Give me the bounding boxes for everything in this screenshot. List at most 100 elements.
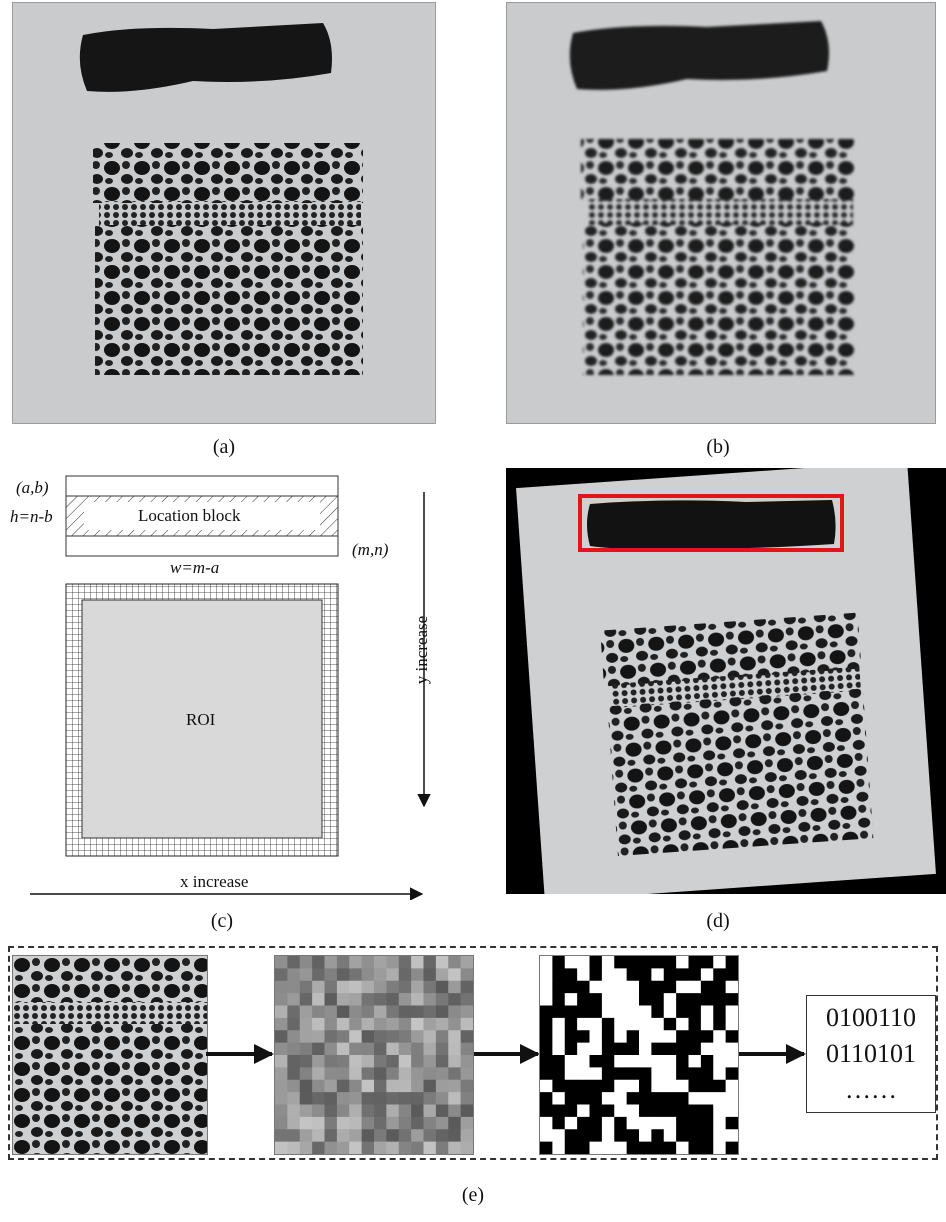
binary-cell (564, 993, 578, 1007)
gray-cell (275, 993, 288, 1007)
binary-cell (651, 1030, 665, 1044)
gray-cell (287, 1079, 301, 1093)
binary-cell (626, 968, 640, 982)
binary-cell (577, 1079, 591, 1093)
gray-cell (349, 1104, 363, 1118)
binary-cell (713, 1055, 727, 1068)
gray-cell (361, 1104, 375, 1118)
gray-cell (411, 993, 425, 1007)
binary-cell (651, 980, 665, 994)
binary-cell (552, 1116, 566, 1130)
corner-bottom-right-label: (m,n) (352, 540, 389, 559)
binary-cell (688, 956, 702, 969)
gray-cell (275, 1017, 288, 1031)
binary-cell (676, 993, 690, 1007)
gray-cell (398, 1079, 412, 1093)
binary-cell (700, 1129, 714, 1143)
gray-cell (374, 993, 387, 1007)
gray-cell (460, 1092, 473, 1106)
gray-cell (312, 1092, 326, 1106)
binary-cell (725, 1005, 738, 1019)
gray-cell (349, 1030, 363, 1044)
gray-cell (435, 1104, 449, 1118)
binary-cell (589, 1104, 603, 1118)
binary-cell (626, 1116, 640, 1130)
gray-cell (423, 1042, 437, 1056)
binary-cell (725, 1067, 738, 1081)
binary-cell (663, 1055, 677, 1068)
gray-cell (287, 956, 301, 969)
binary-cell (589, 993, 603, 1007)
gray-cell (361, 1129, 375, 1143)
gray-cell (336, 1067, 350, 1081)
binary-cell (614, 1116, 628, 1130)
binary-cell (725, 1042, 738, 1056)
binary-cell (688, 1030, 702, 1044)
gray-cell (448, 1005, 462, 1019)
gray-cell (448, 1079, 462, 1093)
gray-cell (324, 1005, 338, 1019)
binary-cell (688, 1141, 702, 1154)
binary-cell (676, 1005, 690, 1019)
binary-cell (577, 980, 591, 994)
gray-cell (448, 1067, 462, 1081)
gray-cell (312, 993, 326, 1007)
gray-cell (423, 1116, 437, 1130)
gray-cell (336, 1017, 350, 1031)
binary-cell (540, 1104, 553, 1118)
binary-cell (552, 968, 566, 982)
gray-cell (386, 1055, 400, 1068)
gray-cell (448, 980, 462, 994)
gray-cell (287, 1141, 301, 1154)
gray-cell (324, 1129, 338, 1143)
binary-cell (601, 1030, 615, 1044)
binary-cell (614, 968, 628, 982)
gray-cell (275, 1104, 288, 1118)
binary-cell (651, 1017, 665, 1031)
gray-cell (398, 1005, 412, 1019)
roi-crop-pattern (13, 956, 207, 1154)
binary-cell (725, 956, 738, 969)
binary-cell (713, 1042, 727, 1056)
binary-cell (639, 1005, 652, 1019)
gray-cell (386, 1067, 400, 1081)
binary-cell (688, 1092, 702, 1106)
gray-cell (448, 1129, 462, 1143)
gray-cell (312, 968, 326, 982)
binary-cell (676, 980, 690, 994)
gray-cell (287, 1104, 301, 1118)
gray-cell (299, 1116, 313, 1130)
gray-cell (448, 1055, 462, 1068)
gray-cell (374, 1104, 387, 1118)
gray-cell (336, 1129, 350, 1143)
gray-cell (275, 968, 288, 982)
gray-cell (299, 1141, 313, 1154)
gray-cell (411, 1005, 425, 1019)
gray-cell (398, 1067, 412, 1081)
binary-cell (552, 980, 566, 994)
binary-cell (601, 1017, 615, 1031)
gray-cell (275, 1005, 288, 1019)
gray-cell (460, 956, 473, 969)
binary-cell (676, 1030, 690, 1044)
gray-cell (312, 1042, 326, 1056)
gray-cell (287, 1129, 301, 1143)
gray-cell (349, 1005, 363, 1019)
gray-cell (411, 1129, 425, 1143)
photo-filtered (506, 2, 936, 424)
binary-cell (540, 1017, 553, 1031)
binary-cell (552, 1129, 566, 1143)
gray-cell (386, 1042, 400, 1056)
roi-label: ROI (186, 710, 216, 729)
gray-cell (374, 980, 387, 994)
gray-cell (275, 1092, 288, 1106)
gray-cell (460, 1042, 473, 1056)
gray-cell (287, 1116, 301, 1130)
binary-code-ellipsis: …… (845, 1075, 897, 1104)
binary-cell (564, 1129, 578, 1143)
binary-cell (552, 1079, 566, 1093)
gray-cell (386, 1104, 400, 1118)
binary-cell (589, 968, 603, 982)
block-label: Location block (138, 506, 241, 525)
binary-cell (639, 968, 652, 982)
